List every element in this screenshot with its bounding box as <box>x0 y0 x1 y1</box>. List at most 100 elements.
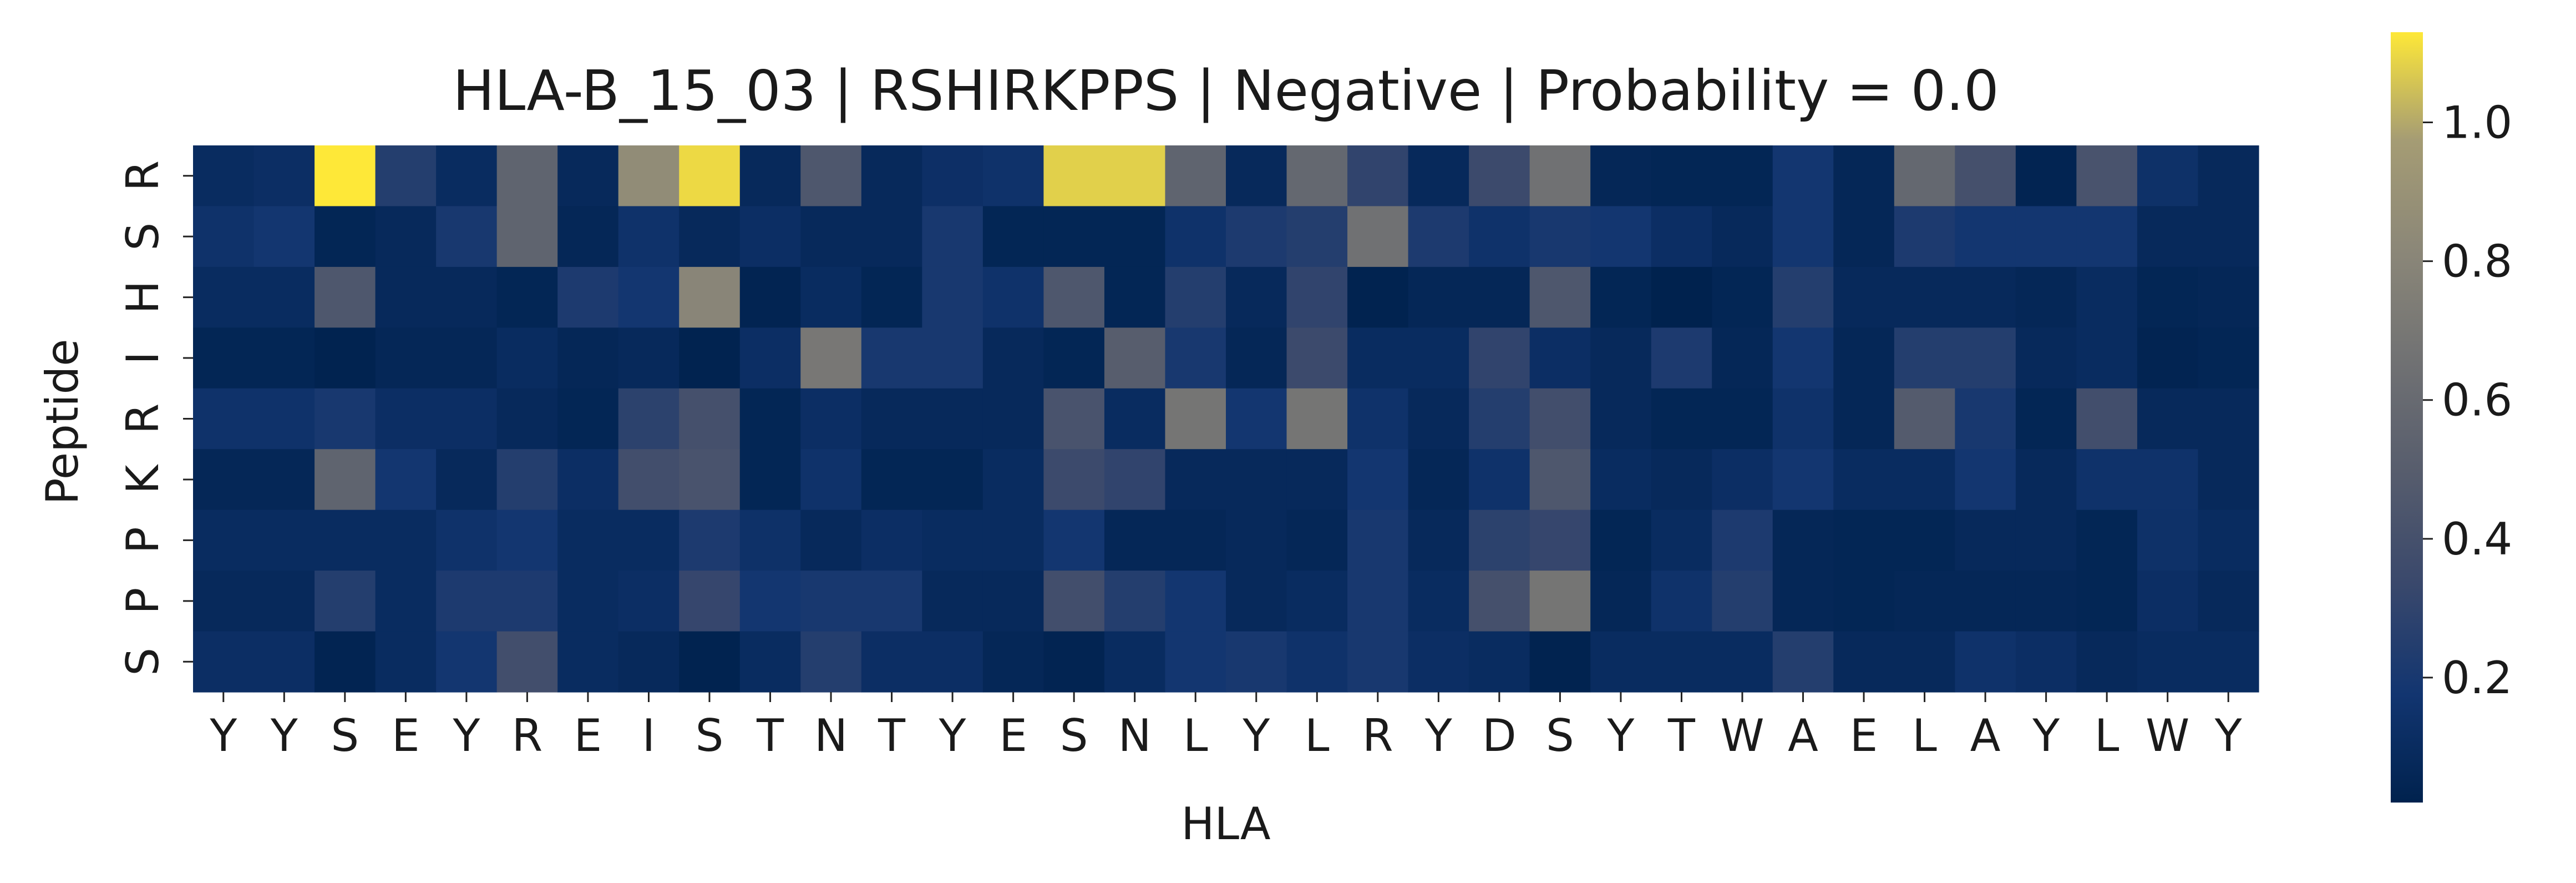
heatmap-cell <box>1226 571 1287 632</box>
heatmap-cell <box>1772 509 1834 571</box>
heatmap-cell <box>679 266 741 328</box>
heatmap-cell <box>253 449 315 511</box>
heatmap-cell <box>2198 631 2259 693</box>
heatmap-cell <box>1043 327 1105 389</box>
y-tick-label: K <box>117 463 169 494</box>
heatmap-cell <box>739 509 801 571</box>
heatmap-cell <box>315 145 376 207</box>
x-tick-label: W <box>2146 710 2189 761</box>
x-tick-label: L <box>2095 710 2119 761</box>
x-tick-label: S <box>696 710 724 761</box>
heatmap-cell <box>1712 449 1773 511</box>
x-tick-label: A <box>1970 710 2001 761</box>
heatmap-cell <box>1955 631 2016 693</box>
heatmap-cell <box>1894 388 1955 450</box>
heatmap-cell <box>1955 266 2016 328</box>
heatmap-cell <box>1772 631 1834 693</box>
heatmap-cell <box>1286 449 1348 511</box>
heatmap-cell <box>1955 145 2016 207</box>
heatmap-cell <box>1286 327 1348 389</box>
heatmap-cell <box>1772 266 1834 328</box>
chart-title: HLA-B_15_03 | RSHIRKPPS | Negative | Pro… <box>453 58 1999 123</box>
heatmap-cell <box>1226 206 1287 268</box>
heatmap-cell <box>2137 145 2199 207</box>
heatmap-cell <box>2198 449 2259 511</box>
heatmap-cell <box>253 631 315 693</box>
x-tick-label: I <box>642 710 656 761</box>
y-tick-label: R <box>117 160 169 191</box>
heatmap-cell <box>2076 266 2138 328</box>
heatmap-cell <box>1165 509 1226 571</box>
heatmap-cell <box>800 206 862 268</box>
heatmap-cell <box>2015 509 2077 571</box>
heatmap-cell <box>315 571 376 632</box>
heatmap-cell <box>739 449 801 511</box>
heatmap-cell <box>1712 266 1773 328</box>
heatmap-cell <box>1165 571 1226 632</box>
heatmap-cell <box>375 388 437 450</box>
heatmap-cell <box>1469 571 1530 632</box>
heatmap-cell <box>496 631 558 693</box>
heatmap-cell <box>982 145 1044 207</box>
heatmap-cell <box>1833 449 1895 511</box>
heatmap-cell <box>739 327 801 389</box>
heatmap-cell <box>1651 388 1712 450</box>
heatmap-cell <box>1104 571 1166 632</box>
colorbar-tick-label: 0.2 <box>2442 652 2512 704</box>
heatmap-cell <box>1286 509 1348 571</box>
heatmap-cell <box>861 266 922 328</box>
heatmap-cell <box>1894 327 1955 389</box>
heatmap-cell <box>1104 145 1166 207</box>
heatmap-cell <box>2198 206 2259 268</box>
heatmap-cell <box>436 145 498 207</box>
heatmap-cell <box>982 206 1044 268</box>
heatmap-cell <box>679 388 741 450</box>
heatmap-cell <box>1712 509 1773 571</box>
y-tick-label: I <box>117 351 169 365</box>
heatmap-cell <box>375 509 437 571</box>
heatmap-cell <box>1165 388 1226 450</box>
y-axis-ticks: RSHIRKPPS <box>117 160 193 676</box>
heatmap-cell <box>2015 206 2077 268</box>
x-tick-label: Y <box>939 710 967 761</box>
heatmap-cell <box>193 327 255 389</box>
heatmap-cell <box>193 266 255 328</box>
heatmap-cell <box>557 206 619 268</box>
heatmap-cell <box>1529 388 1591 450</box>
heatmap-cell <box>1590 388 1652 450</box>
y-tick-label: P <box>117 588 169 614</box>
heatmap-cell <box>1833 571 1895 632</box>
x-tick-label: S <box>1546 710 1574 761</box>
heatmap-cell <box>2076 571 2138 632</box>
heatmap-cell <box>2137 631 2199 693</box>
heatmap-cell <box>2076 509 2138 571</box>
heatmap-cell <box>679 631 741 693</box>
heatmap-cell <box>1165 449 1226 511</box>
heatmap-cell <box>2015 266 2077 328</box>
heatmap-cell <box>1226 509 1287 571</box>
heatmap-cell <box>1043 449 1105 511</box>
heatmap-cell <box>315 631 376 693</box>
heatmap-cell <box>1894 449 1955 511</box>
heatmap-cell <box>679 449 741 511</box>
heatmap-cell <box>1469 631 1530 693</box>
heatmap-cell <box>1651 571 1712 632</box>
heatmap-cell <box>436 206 498 268</box>
heatmap-cell <box>2137 266 2199 328</box>
heatmap-cell <box>1104 631 1166 693</box>
heatmap-cell <box>193 388 255 450</box>
heatmap-cell <box>1529 631 1591 693</box>
heatmap-cell <box>2198 571 2259 632</box>
heatmap-cell <box>1712 145 1773 207</box>
x-tick-label: Y <box>2032 710 2060 761</box>
heatmap-cell <box>1590 631 1652 693</box>
heatmap-cell <box>1347 145 1409 207</box>
heatmap-cell <box>1712 327 1773 389</box>
x-tick-label: L <box>1305 710 1330 761</box>
heatmap-cell <box>1833 388 1895 450</box>
y-tick-label: S <box>117 223 169 251</box>
heatmap-cell <box>1286 206 1348 268</box>
heatmap-cell <box>618 571 680 632</box>
heatmap-cell <box>2076 449 2138 511</box>
heatmap-cell <box>1226 327 1287 389</box>
